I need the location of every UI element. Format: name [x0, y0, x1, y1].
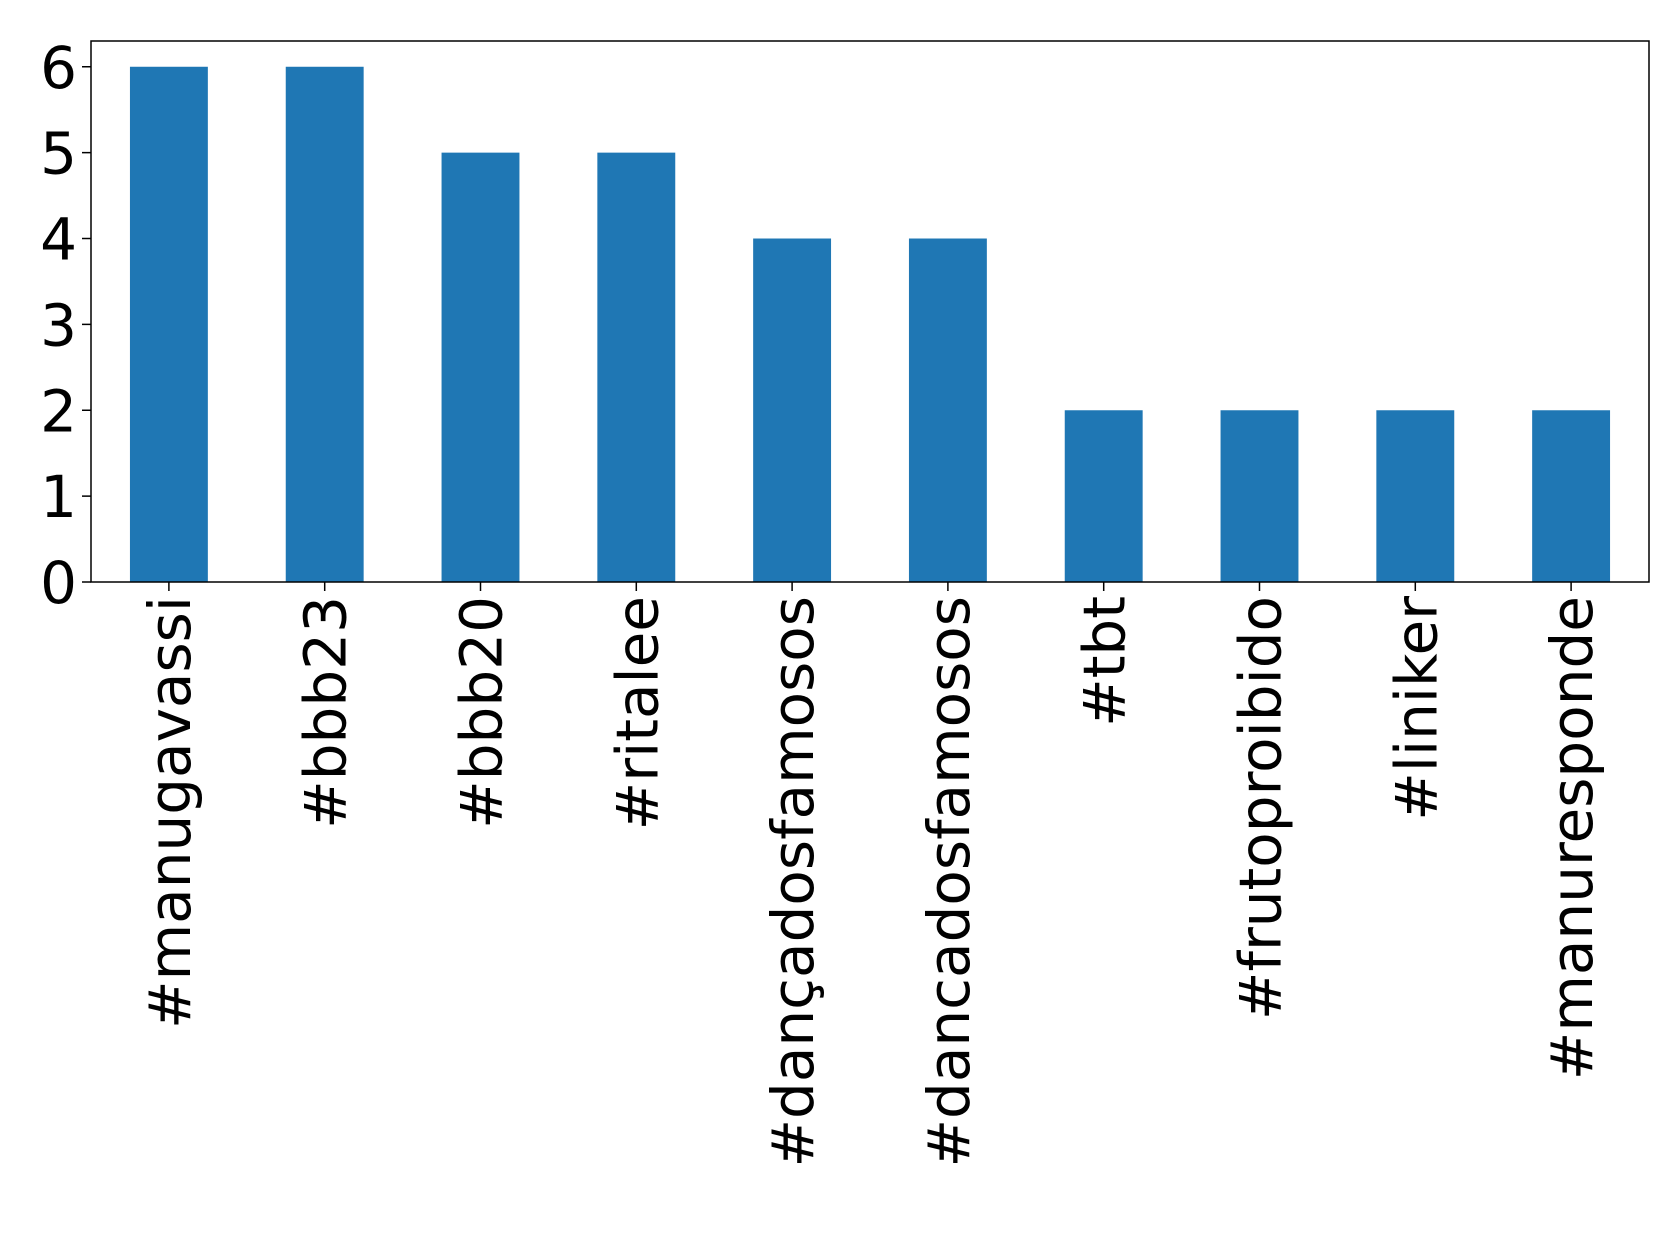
bar — [753, 238, 832, 582]
x-tick-label: #manuresponde — [1538, 596, 1606, 1080]
y-tick-label: 4 — [40, 206, 77, 274]
x-tick-label: #tbt — [1071, 596, 1139, 727]
bar — [285, 66, 364, 582]
bar — [129, 66, 208, 582]
bar — [1532, 410, 1611, 582]
bar — [441, 152, 520, 582]
bar — [1376, 410, 1455, 582]
y-tick-label: 0 — [40, 549, 77, 617]
bar — [908, 238, 987, 582]
x-tick-label: #frutoproibido — [1227, 596, 1295, 1020]
x-tick-label: #ritalee — [603, 596, 671, 830]
bar — [597, 152, 676, 582]
x-tick-label: #dancadosfamosos — [915, 596, 983, 1168]
y-tick-label: 6 — [40, 34, 77, 102]
bar — [1064, 410, 1143, 582]
plot-frame — [90, 40, 1650, 583]
x-tick-label: #bbb23 — [292, 596, 360, 829]
y-tick-label: 1 — [40, 463, 77, 531]
y-tick-label: 2 — [40, 377, 77, 445]
bar — [1220, 410, 1299, 582]
x-tick-label: #manugavassi — [136, 596, 204, 1029]
x-tick-label: #dançadosfamosos — [759, 596, 827, 1168]
x-tick-label: #bbb20 — [448, 596, 516, 829]
y-tick-label: 5 — [40, 120, 77, 188]
x-tick-label: #liniker — [1382, 596, 1450, 821]
y-tick-label: 3 — [40, 291, 77, 359]
